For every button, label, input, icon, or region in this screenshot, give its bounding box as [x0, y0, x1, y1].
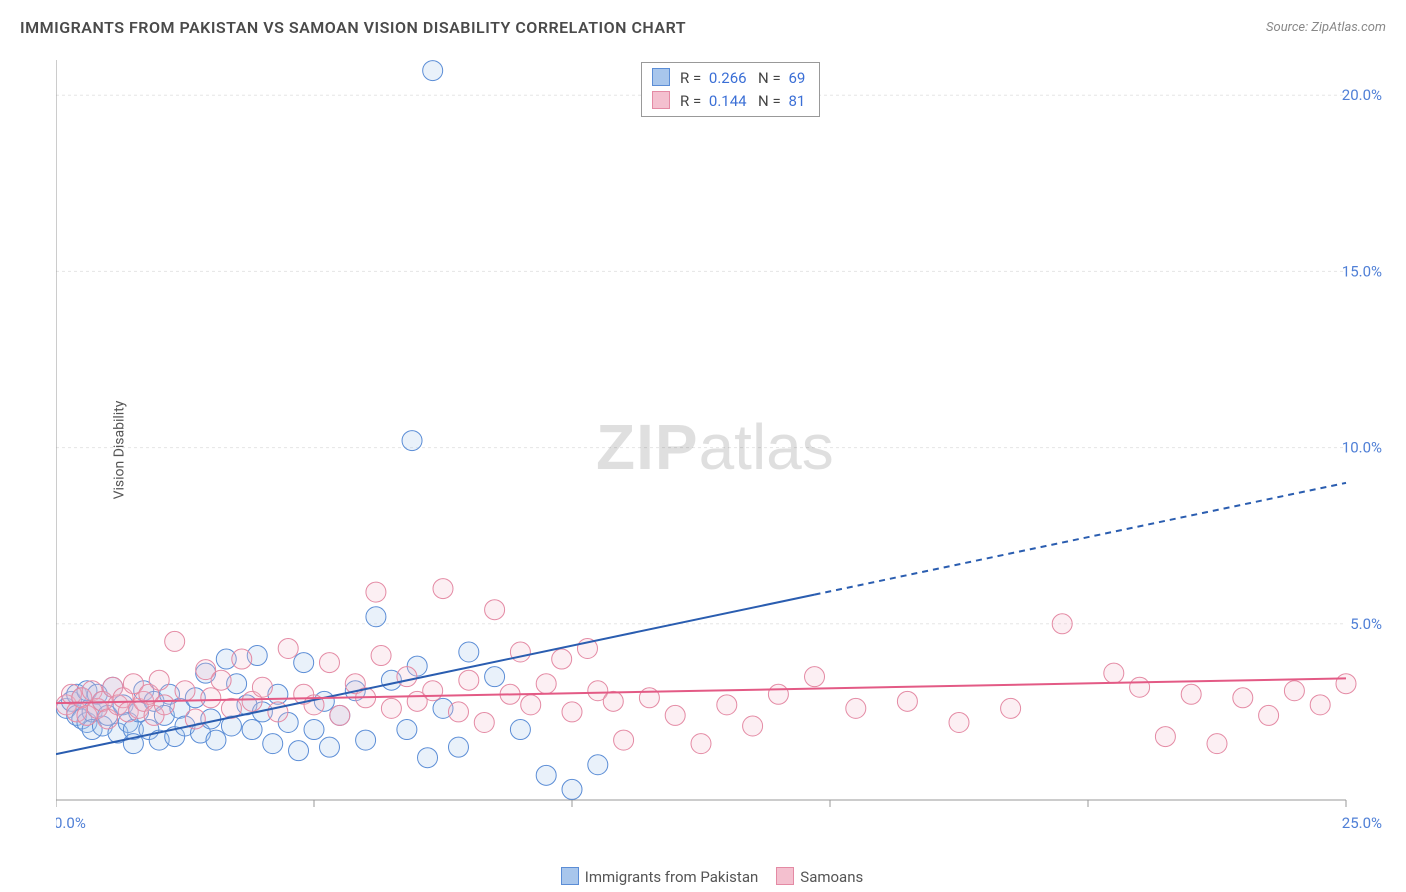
- plot-svg: 5.0% 10.0% 15.0% 20.0% 0.0% 25.0%: [56, 60, 1386, 840]
- source-attribution: Source: ZipAtlas.com: [1266, 20, 1386, 35]
- y-axis-label: Vision Disability: [111, 401, 127, 500]
- stat-legend-row: R = 0.266 N = 69: [652, 67, 809, 90]
- svg-text:15.0%: 15.0%: [1342, 262, 1382, 280]
- scatter-plot: Vision Disability 5.0% 10.0% 15.0% 20.0% 0.0…: [56, 60, 1386, 840]
- legend-swatch: [776, 867, 794, 885]
- legend-label: Immigrants from Pakistan: [585, 868, 759, 886]
- svg-text:10.0%: 10.0%: [1342, 439, 1382, 457]
- svg-text:25.0%: 25.0%: [1342, 814, 1382, 832]
- correlation-stats-legend: R = 0.266 N = 69R = 0.144 N = 81: [641, 62, 820, 117]
- svg-text:0.0%: 0.0%: [56, 814, 86, 832]
- series-legend: Immigrants from Pakistan Samoans: [0, 867, 1406, 886]
- legend-label: Samoans: [800, 868, 863, 886]
- svg-text:20.0%: 20.0%: [1342, 86, 1382, 104]
- legend-swatch: [561, 867, 579, 885]
- svg-text:5.0%: 5.0%: [1350, 615, 1382, 633]
- stat-legend-row: R = 0.144 N = 81: [652, 90, 809, 113]
- chart-title: IMMIGRANTS FROM PAKISTAN VS SAMOAN VISIO…: [20, 18, 686, 37]
